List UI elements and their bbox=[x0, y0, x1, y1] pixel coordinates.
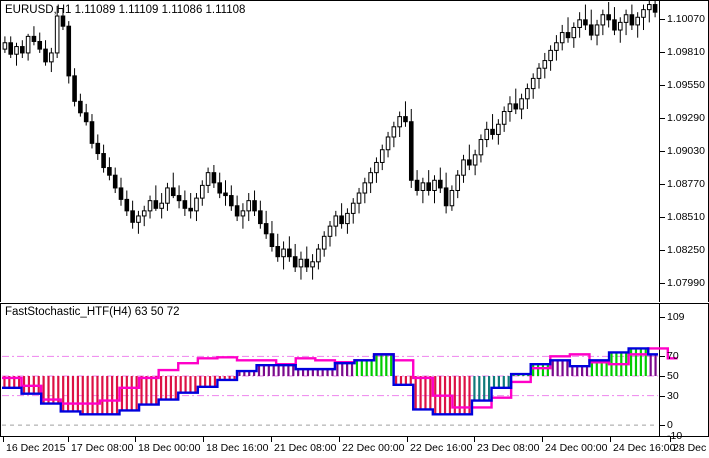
axis-tick-mark bbox=[660, 356, 665, 357]
time-axis-label: 21 Dec 08:00 bbox=[274, 442, 337, 454]
time-axis-label: 16 Dec 2015 bbox=[6, 442, 66, 454]
time-axis-label: 18 Dec 00:00 bbox=[138, 442, 201, 454]
time-tick-mark bbox=[203, 437, 204, 442]
axis-tick-mark bbox=[660, 396, 665, 397]
time-axis-label: 22 Dec 00:00 bbox=[342, 442, 405, 454]
axis-tick-label: 1.07990 bbox=[667, 277, 705, 289]
axis-tick-label: 1.09290 bbox=[667, 112, 705, 124]
time-axis-label: 22 Dec 16:00 bbox=[410, 442, 473, 454]
indicator-label: FastStochastic_HTF(H4) 63 50 72 bbox=[5, 306, 180, 318]
axis-tick-mark bbox=[660, 118, 665, 119]
axis-tick-mark bbox=[660, 19, 665, 20]
time-tick-mark bbox=[407, 437, 408, 442]
time-axis-label: 24 Dec 16:00 bbox=[613, 442, 676, 454]
axis-tick-label: -10 bbox=[667, 430, 683, 442]
time-axis-label: 17 Dec 08:00 bbox=[71, 442, 134, 454]
axis-tick-label: 1.10070 bbox=[667, 13, 705, 25]
axis-tick-label: 1.09810 bbox=[667, 46, 705, 58]
axis-tick-mark bbox=[660, 217, 665, 218]
axis-tick-label: 50 bbox=[667, 370, 679, 382]
time-axis-label: 18 Dec 16:00 bbox=[206, 442, 269, 454]
axis-tick-label: 1.09030 bbox=[667, 145, 705, 157]
time-axis-label: 23 Dec 08:00 bbox=[477, 442, 540, 454]
axis-tick-mark bbox=[660, 52, 665, 53]
axis-tick-label: 30 bbox=[667, 390, 679, 402]
time-tick-mark bbox=[271, 437, 272, 442]
axis-tick-label: 70 bbox=[667, 350, 679, 362]
axis-tick-mark bbox=[660, 436, 665, 437]
indicator-scale-separator bbox=[659, 303, 660, 437]
time-tick-mark bbox=[610, 437, 611, 442]
time-tick-mark bbox=[3, 437, 4, 442]
axis-tick-mark bbox=[660, 250, 665, 251]
axis-tick-label: 0 bbox=[667, 419, 673, 431]
time-tick-mark bbox=[68, 437, 69, 442]
time-tick-mark bbox=[339, 437, 340, 442]
axis-tick-mark bbox=[660, 85, 665, 86]
time-tick-mark bbox=[135, 437, 136, 442]
time-axis-label: 28 Dec 11:00 bbox=[673, 442, 709, 454]
symbol-ohlc-label: EURUSD,H1 1.11089 1.11109 1.11086 1.1110… bbox=[5, 4, 246, 16]
time-tick-mark bbox=[670, 437, 671, 442]
axis-tick-mark bbox=[660, 317, 665, 318]
axis-tick-label: 1.08770 bbox=[667, 178, 705, 190]
time-tick-mark bbox=[474, 437, 475, 442]
time-tick-mark bbox=[542, 437, 543, 442]
axis-tick-label: 109 bbox=[667, 311, 685, 323]
axis-tick-mark bbox=[660, 376, 665, 377]
axis-tick-label: 1.09550 bbox=[667, 79, 705, 91]
time-axis-label: 24 Dec 00:00 bbox=[545, 442, 608, 454]
axis-tick-label: 1.08510 bbox=[667, 211, 705, 223]
axis-tick-label: 1.08250 bbox=[667, 244, 705, 256]
axis-tick-mark bbox=[660, 425, 665, 426]
axis-tick-mark bbox=[660, 283, 665, 284]
price-scale-separator bbox=[659, 0, 660, 302]
axis-tick-mark bbox=[660, 184, 665, 185]
axis-tick-mark bbox=[660, 151, 665, 152]
